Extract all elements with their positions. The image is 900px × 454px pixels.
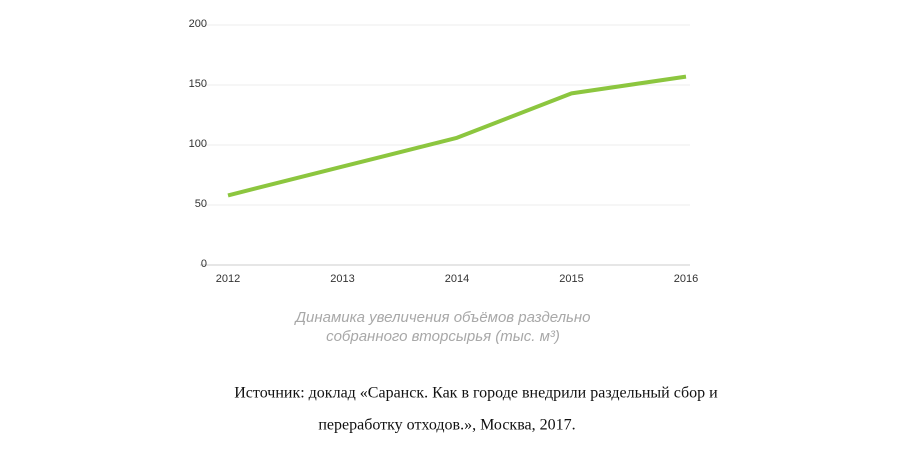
- chart-caption: Динамика увеличения объёмов раздельно: [293, 309, 590, 326]
- chart-caption: собранного вторсырья (тыс. м³): [326, 328, 560, 345]
- y-tick-label: 200: [189, 18, 207, 30]
- y-tick-label: 100: [189, 138, 207, 150]
- data-line: [227, 74, 687, 198]
- y-tick-label: 50: [195, 198, 207, 210]
- x-tick-label: 2016: [674, 273, 698, 285]
- x-tick-label: 2014: [445, 273, 469, 285]
- y-tick-label: 0: [201, 258, 207, 270]
- x-tick-label: 2015: [559, 273, 583, 285]
- source-text: переработку отходов.», Москва, 2017.: [318, 417, 575, 434]
- source-text: Источник: доклад «Саранск. Как в городе …: [234, 385, 718, 402]
- x-tick-label: 2012: [216, 273, 240, 285]
- y-tick-label: 150: [189, 78, 207, 90]
- x-tick-label: 2013: [330, 273, 354, 285]
